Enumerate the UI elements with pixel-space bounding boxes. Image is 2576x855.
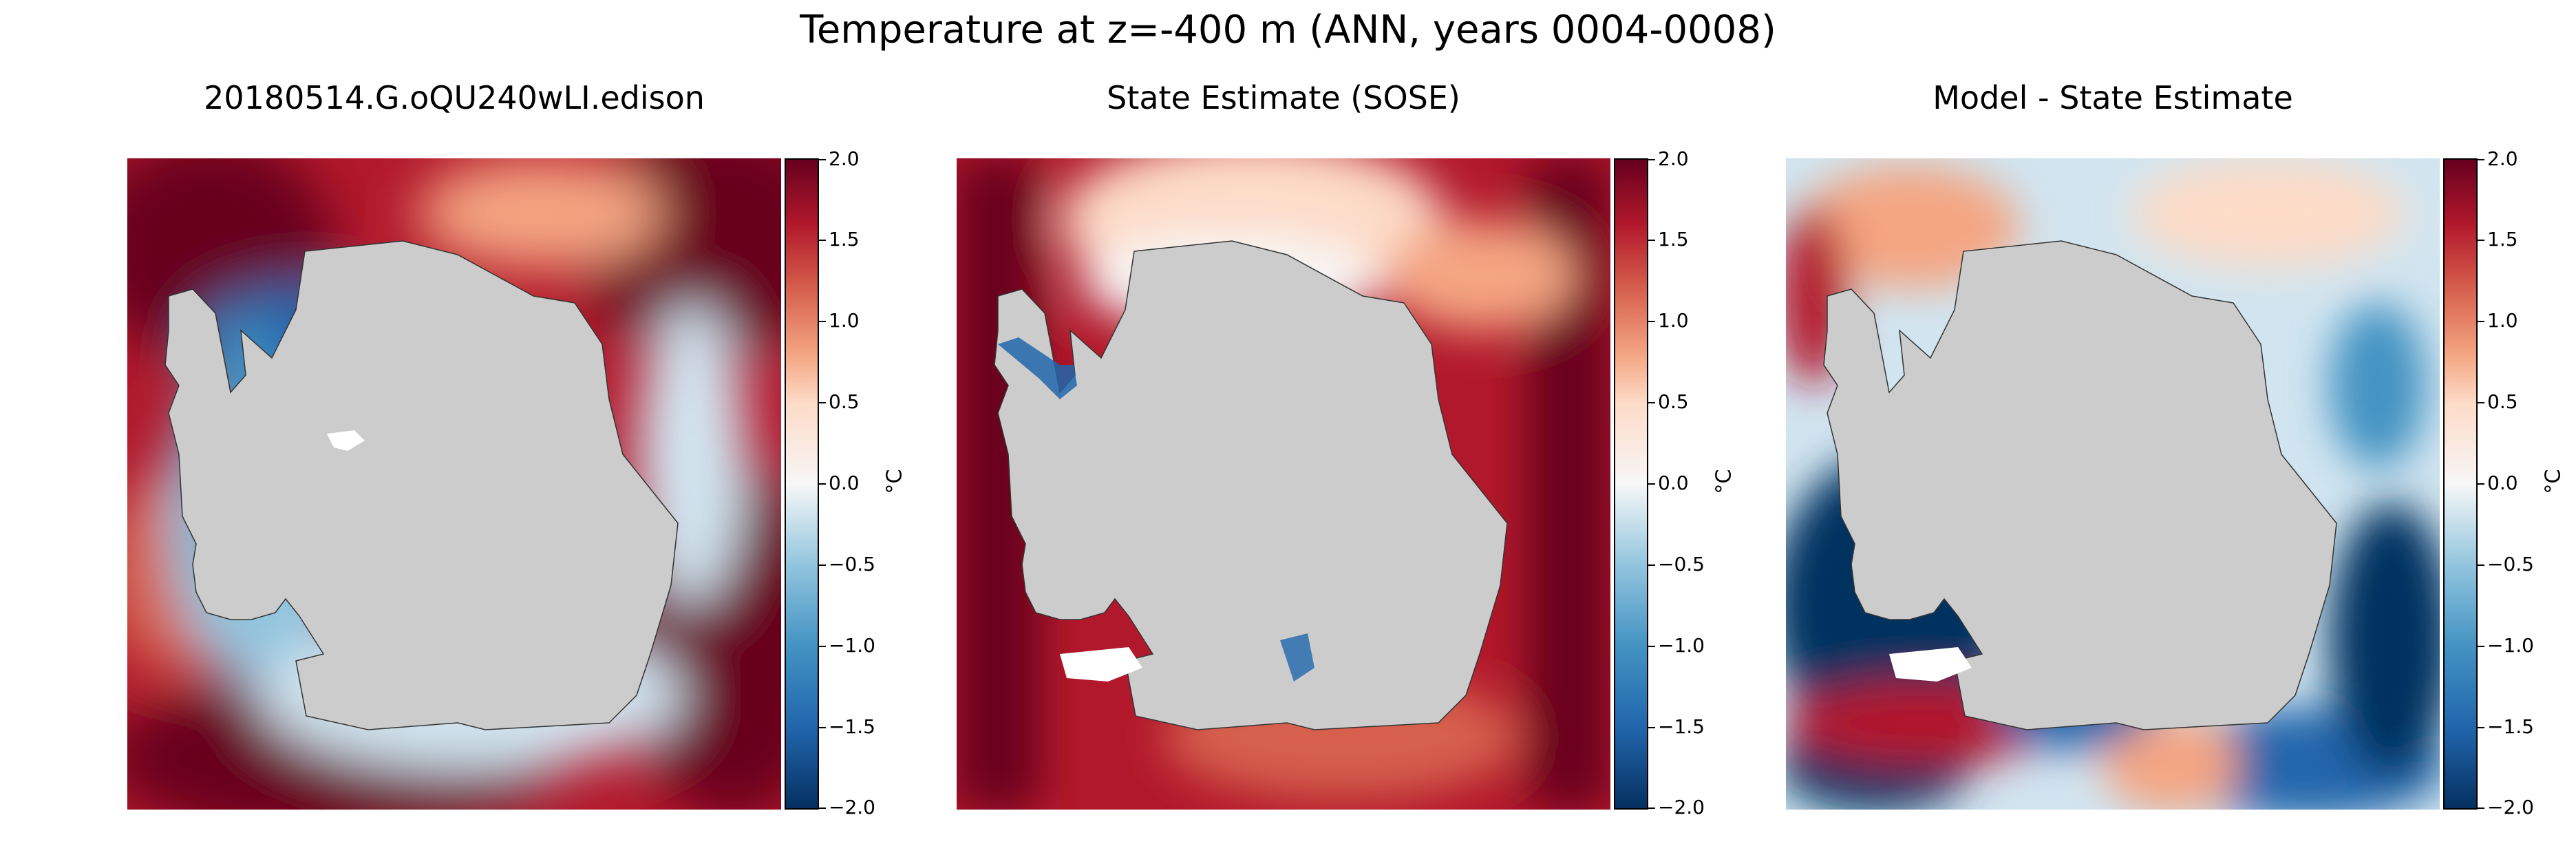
cb3-tick-label: 1.5 bbox=[2487, 228, 2518, 251]
cb2-tickmark bbox=[1648, 402, 1655, 403]
cb3-tickmark bbox=[2478, 402, 2484, 403]
cb2-tickmark bbox=[1648, 321, 1655, 322]
cb3-tickmark bbox=[2478, 240, 2484, 241]
map-panel-diff bbox=[1786, 158, 2440, 810]
cb1-tick-label: −0.5 bbox=[829, 553, 875, 576]
panel-title-diff: Model - State Estimate bbox=[1933, 79, 2293, 116]
figure-suptitle: Temperature at z=-400 m (ANN, years 0004… bbox=[800, 8, 1776, 52]
cb1-tick-label: 1.0 bbox=[829, 309, 860, 332]
cb2-tickmark bbox=[1648, 807, 1655, 809]
cb2-tick-label: 2.0 bbox=[1658, 147, 1689, 170]
panel-title-model: 20180514.G.oQU240wLI.edison bbox=[204, 79, 705, 116]
cb2-tick-label: 1.0 bbox=[1658, 309, 1689, 332]
cb1-tickmark bbox=[819, 321, 826, 322]
cb3-tick-label: −0.5 bbox=[2487, 553, 2534, 576]
cb3-tickmark bbox=[2478, 564, 2484, 566]
colorbar-diff-unit: °C bbox=[2541, 469, 2566, 494]
cb2-tickmark bbox=[1648, 240, 1655, 241]
cb1-tick-label: 0.5 bbox=[829, 390, 860, 413]
map-svg-model bbox=[127, 158, 781, 810]
cb1-tickmark bbox=[819, 159, 826, 160]
map-panel-model bbox=[127, 158, 781, 810]
cb3-tickmark bbox=[2478, 807, 2484, 809]
cb1-tick-label: −1.5 bbox=[829, 715, 875, 738]
map-svg-obs bbox=[957, 158, 1610, 810]
cb2-tickmark bbox=[1648, 564, 1655, 566]
cb1-tickmark bbox=[819, 564, 826, 566]
cb1-tickmark bbox=[819, 483, 826, 485]
cb1-tick-label: −1.0 bbox=[829, 634, 875, 657]
cb3-tick-label: 1.0 bbox=[2487, 309, 2518, 332]
cb3-tickmark bbox=[2478, 321, 2484, 322]
cb2-tick-label: −2.0 bbox=[1658, 796, 1705, 819]
cb1-tickmark bbox=[819, 646, 826, 647]
cb2-tickmark bbox=[1648, 159, 1655, 160]
cb3-tickmark bbox=[2478, 727, 2484, 728]
cb3-tick-label: 2.0 bbox=[2487, 147, 2518, 170]
cb3-tick-label: −2.0 bbox=[2487, 796, 2534, 819]
panel-title-obs: State Estimate (SOSE) bbox=[1107, 79, 1460, 116]
cb2-tickmark bbox=[1648, 483, 1655, 485]
cb2-tick-label: 0.5 bbox=[1658, 390, 1689, 413]
cb3-tickmark bbox=[2478, 159, 2484, 160]
cb1-tickmark bbox=[819, 240, 826, 241]
cb2-tick-label: −1.5 bbox=[1658, 715, 1705, 738]
cb2-tickmark bbox=[1648, 727, 1655, 728]
cb1-tickmark bbox=[819, 727, 826, 728]
colorbar-obs bbox=[1614, 158, 1648, 810]
colorbar-model bbox=[785, 158, 819, 810]
cb3-tickmark bbox=[2478, 646, 2484, 647]
cb1-tick-label: 2.0 bbox=[829, 147, 860, 170]
cb2-tickmark bbox=[1648, 646, 1655, 647]
cb3-tick-label: 0.5 bbox=[2487, 390, 2518, 413]
cb1-tick-label: −2.0 bbox=[829, 796, 875, 819]
map-panel-obs bbox=[957, 158, 1610, 810]
cb3-tick-label: −1.5 bbox=[2487, 715, 2534, 738]
colorbar-model-unit: °C bbox=[882, 469, 907, 494]
cb1-tickmark bbox=[819, 807, 826, 809]
colorbar-obs-unit: °C bbox=[1712, 469, 1736, 494]
cb2-tick-label: −1.0 bbox=[1658, 634, 1705, 657]
cb3-tick-label: −1.0 bbox=[2487, 634, 2534, 657]
cb2-tick-label: −0.5 bbox=[1658, 553, 1705, 576]
cb3-tickmark bbox=[2478, 483, 2484, 485]
colorbar-diff bbox=[2443, 158, 2478, 810]
cb3-tick-label: 0.0 bbox=[2487, 472, 2518, 494]
cb2-tick-label: 0.0 bbox=[1658, 472, 1689, 494]
cb1-tick-label: 1.5 bbox=[829, 228, 860, 251]
cb1-tickmark bbox=[819, 402, 826, 403]
cb2-tick-label: 1.5 bbox=[1658, 228, 1689, 251]
cb1-tick-label: 0.0 bbox=[829, 472, 860, 494]
map-svg-diff bbox=[1786, 158, 2440, 810]
